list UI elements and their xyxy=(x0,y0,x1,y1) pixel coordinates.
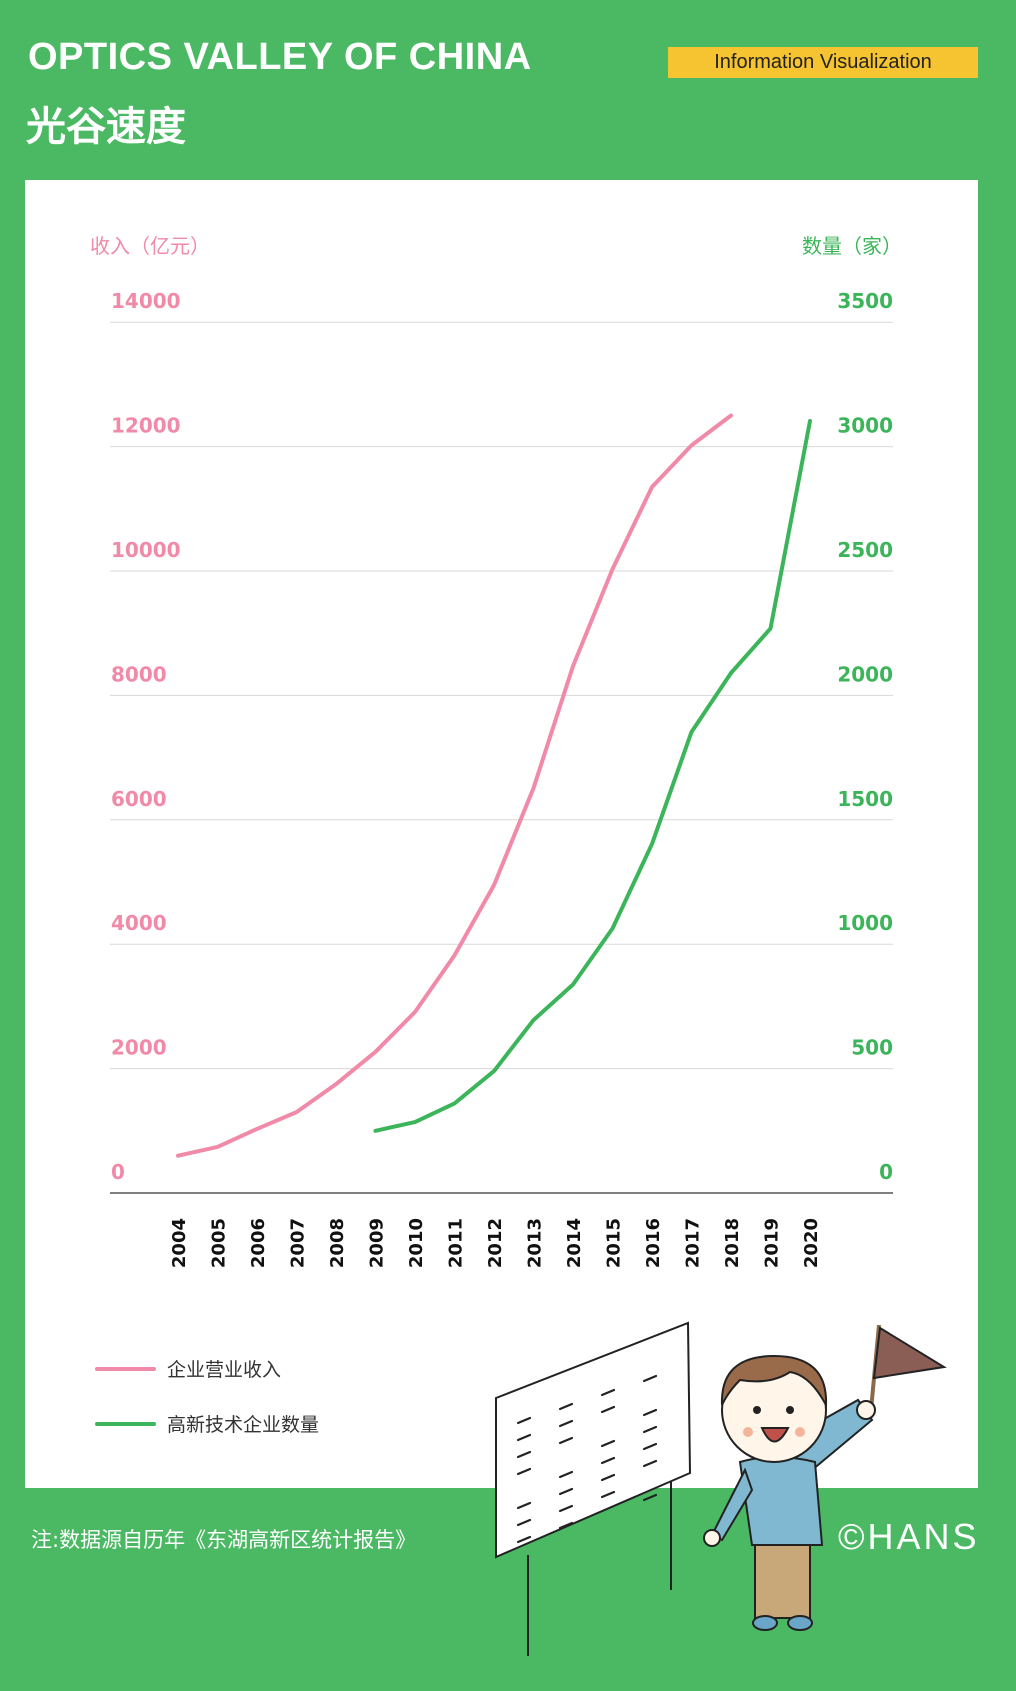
board-mark xyxy=(558,1436,574,1445)
y-axis-right-label: 数量（家） xyxy=(802,234,902,258)
x-tick-label: 2005 xyxy=(209,1218,230,1268)
board-mark xyxy=(642,1493,658,1502)
board-mark xyxy=(600,1473,616,1482)
series-line-0 xyxy=(176,413,733,1158)
y-left-tick-label: 14000 xyxy=(111,289,181,313)
board-mark xyxy=(600,1456,616,1465)
x-tick-label: 2016 xyxy=(643,1218,664,1268)
board-mark xyxy=(558,1470,574,1479)
board-mark xyxy=(516,1467,532,1476)
board-mark xyxy=(558,1419,574,1428)
y-left-tick-label: 12000 xyxy=(111,414,181,438)
y-left-tick-label: 10000 xyxy=(111,538,181,562)
board-mark xyxy=(558,1487,574,1496)
y-left-tick-label: 2000 xyxy=(111,1036,167,1060)
y-right-tick-label: 2000 xyxy=(837,662,893,686)
title-chinese: 光谷速度 xyxy=(26,104,186,150)
x-tick-label: 2012 xyxy=(485,1218,506,1268)
y-axis-left-label: 收入（亿元） xyxy=(90,234,210,258)
board-mark xyxy=(516,1535,532,1544)
y-right-tick-label: 1000 xyxy=(837,911,893,935)
title-english: OPTICS VALLEY OF CHINA xyxy=(28,36,532,78)
x-tick-label: 2017 xyxy=(683,1218,704,1268)
board-mark xyxy=(516,1450,532,1459)
x-tick-label: 2006 xyxy=(248,1218,269,1268)
x-tick-label: 2019 xyxy=(762,1218,783,1268)
x-tick-label: 2011 xyxy=(446,1218,467,1268)
board-mark xyxy=(642,1425,658,1434)
series-line-1 xyxy=(373,418,812,1133)
chart-panel xyxy=(25,180,978,1488)
x-tick-label: 2015 xyxy=(604,1218,625,1268)
x-tick-label: 2018 xyxy=(722,1218,743,1268)
x-tick-label: 2020 xyxy=(801,1218,822,1268)
board-mark xyxy=(642,1459,658,1468)
x-tick-label: 2004 xyxy=(169,1218,190,1268)
y-right-tick-label: 3500 xyxy=(837,289,893,313)
board-mark xyxy=(558,1402,574,1411)
legend-label: 企业营业收入 xyxy=(167,1359,281,1381)
y-right-tick-label: 1500 xyxy=(837,787,893,811)
board-mark xyxy=(558,1504,574,1513)
board-mark xyxy=(600,1439,616,1448)
y-left-tick-label: 4000 xyxy=(111,911,167,935)
y-left-tick-label: 6000 xyxy=(111,787,167,811)
board-mark xyxy=(642,1374,658,1383)
board-mark xyxy=(600,1490,616,1499)
x-tick-label: 2013 xyxy=(525,1218,546,1268)
source-footnote: 注:数据源自历年《东湖高新区统计报告》 xyxy=(31,1528,417,1552)
x-tick-label: 2010 xyxy=(406,1218,427,1268)
board-mark xyxy=(642,1442,658,1451)
board-mark xyxy=(516,1433,532,1442)
board-mark xyxy=(558,1521,574,1530)
x-tick-label: 2014 xyxy=(564,1218,585,1268)
board-mark xyxy=(642,1408,658,1417)
x-tick-label: 2008 xyxy=(327,1218,348,1268)
y-left-tick-label: 8000 xyxy=(111,662,167,686)
board-mark xyxy=(600,1388,616,1397)
info-visualization-badge: Information Visualization xyxy=(668,47,978,78)
y-right-tick-label: 3000 xyxy=(837,414,893,438)
board-mark xyxy=(516,1501,532,1510)
board-mark xyxy=(516,1518,532,1527)
y-right-tick-label: 2500 xyxy=(837,538,893,562)
y-right-tick-label: 500 xyxy=(851,1036,893,1060)
board-mark xyxy=(600,1405,616,1414)
x-tick-label: 2007 xyxy=(288,1218,309,1268)
boy-illustration xyxy=(703,1324,947,1631)
x-tick-label: 2009 xyxy=(367,1218,388,1268)
y-right-tick-label: 0 xyxy=(879,1160,893,1184)
copyright-logo: ©HANS xyxy=(838,1516,980,1557)
board-mark xyxy=(516,1416,532,1425)
board-illustration xyxy=(495,1321,692,1656)
legend-label: 高新技术企业数量 xyxy=(167,1414,319,1436)
y-left-tick-label: 0 xyxy=(111,1160,125,1184)
